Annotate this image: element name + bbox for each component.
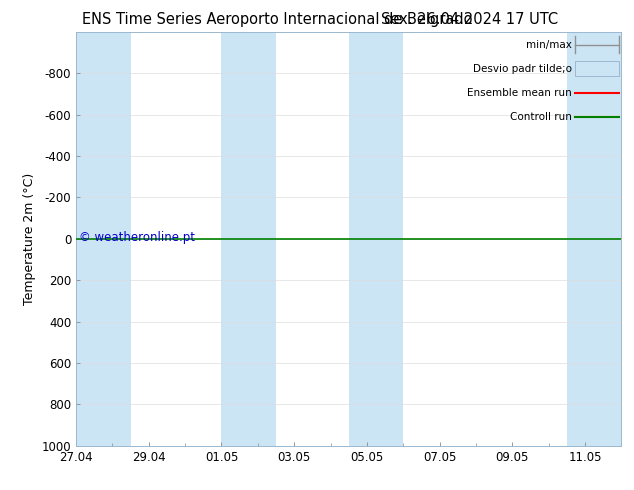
FancyBboxPatch shape bbox=[575, 62, 619, 76]
Text: Sex. 26.04.2024 17 UTC: Sex. 26.04.2024 17 UTC bbox=[381, 12, 558, 27]
Text: min/max: min/max bbox=[526, 40, 573, 49]
Bar bbox=[349, 32, 403, 446]
Text: Controll run: Controll run bbox=[510, 112, 573, 122]
Bar bbox=[221, 32, 276, 446]
Text: © weatheronline.pt: © weatheronline.pt bbox=[79, 231, 195, 244]
Text: Desvio padr tilde;o: Desvio padr tilde;o bbox=[473, 64, 573, 74]
Bar bbox=[567, 32, 634, 446]
Bar bbox=[76, 32, 131, 446]
Text: Ensemble mean run: Ensemble mean run bbox=[467, 88, 573, 98]
Text: ENS Time Series Aeroporto Internacional de Belgrado: ENS Time Series Aeroporto Internacional … bbox=[82, 12, 473, 27]
Y-axis label: Temperature 2m (°C): Temperature 2m (°C) bbox=[23, 173, 36, 305]
